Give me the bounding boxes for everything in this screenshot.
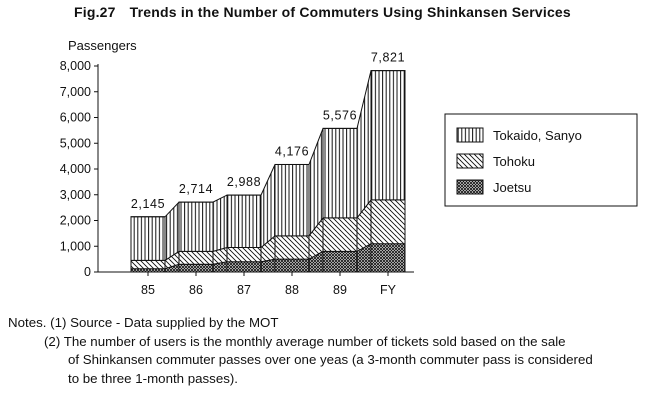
legend-label-tokaido-sanyo: Tokaido, Sanyo: [493, 128, 582, 143]
bar-outline-87: [226, 194, 262, 273]
x-tick-label: FY: [380, 283, 397, 297]
y-tick-label: 6,000: [60, 111, 91, 125]
bar-outline-89: [322, 127, 358, 273]
chart-svg: 0 1,000 2,000 3,000 4,000 5,000 6,000 7,000 8,00…: [60, 38, 638, 297]
x-tick-label: 89: [333, 283, 347, 297]
legend-swatch-joetsu: [456, 179, 484, 195]
bar-outline-85: [130, 216, 166, 273]
y-tick-label: 4,000: [60, 162, 91, 176]
y-tick-label: 7,000: [60, 85, 91, 99]
chart-title-block: Fig.27 Trends in the Number of Commuters …: [74, 4, 571, 20]
legend-label-tohoku: Tohoku: [493, 154, 535, 169]
notes: Notes. (1) Source - Data supplied by the…: [8, 314, 648, 388]
stacked-areas: [130, 70, 406, 273]
y-axis-label: Passengers: [68, 38, 137, 53]
legend-swatch-tokaido-sanyo: [456, 127, 484, 143]
note-2-cont-2: to be three 1-month passes).: [68, 370, 238, 386]
bar-outline-86: [178, 201, 214, 273]
legend: Tokaido, Sanyo Tohoku Joetsu: [444, 113, 638, 207]
y-tick-label: 8,000: [60, 59, 91, 73]
note-2-cont-1: of Shinkansen commuter passes over one y…: [68, 352, 593, 367]
note-line-1: Notes. (1) Source - Data supplied by the…: [8, 314, 648, 333]
total-label-88: 4,176: [275, 144, 309, 158]
x-tick-label: 86: [189, 283, 203, 297]
total-label-87: 2,988: [227, 175, 261, 189]
note-1: (1) Source - Data supplied by the MOT: [50, 315, 279, 330]
bar-outline-88: [274, 163, 310, 273]
total-label-86: 2,714: [179, 182, 213, 196]
legend-label-joetsu: Joetsu: [493, 180, 531, 195]
y-tick-label: 3,000: [60, 188, 91, 202]
x-tick-label: 85: [141, 283, 155, 297]
x-tick-label: 88: [285, 283, 299, 297]
y-tick-label: 0: [84, 265, 91, 279]
notes-heading: Notes.: [8, 315, 47, 330]
note-2: (2) The number of users is the monthly a…: [44, 333, 566, 349]
total-label-89: 5,576: [323, 108, 357, 122]
figure-title: Trends in the Number of Commuters Using …: [129, 4, 571, 20]
y-tick-label: 2,000: [60, 214, 91, 228]
x-tick-label: 87: [237, 283, 251, 297]
bar-outline-FY: [370, 70, 406, 273]
figure-label: Fig.27: [74, 4, 116, 20]
data-labels: 2,145 2,714 2,988 4,176 5,576 7,821: [131, 51, 405, 211]
y-tick-label: 1,000: [60, 239, 91, 253]
y-tick-label: 5,000: [60, 136, 91, 150]
total-label-FY: 7,821: [371, 51, 405, 65]
total-label-85: 2,145: [131, 197, 165, 211]
legend-swatch-tohoku: [456, 153, 484, 169]
